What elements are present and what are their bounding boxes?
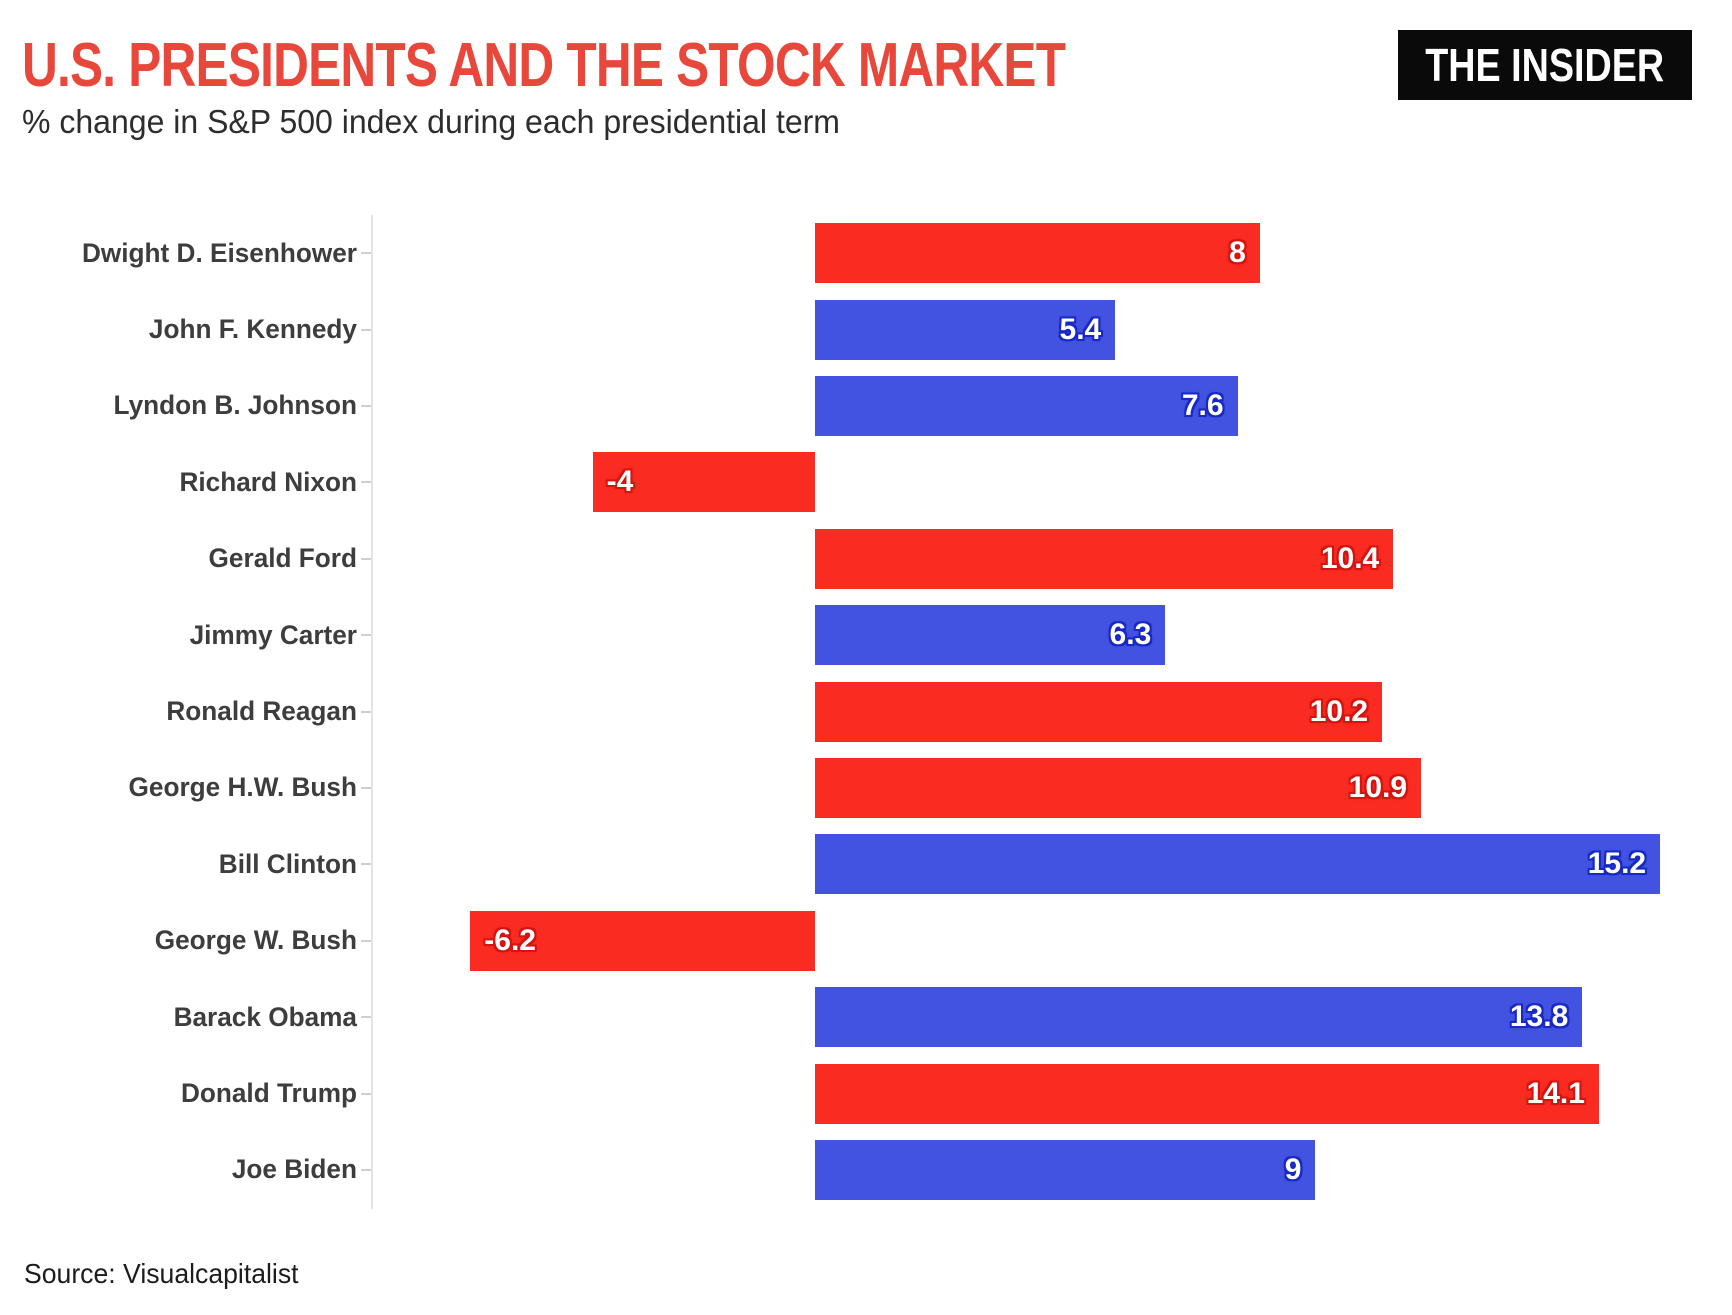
category-label: John F. Kennedy: [148, 314, 357, 345]
brand-logo-text: THE INSIDER: [1425, 39, 1665, 91]
axis-tick: [361, 328, 371, 331]
bar-value-label: 10.9: [1348, 771, 1408, 804]
bar-republican: 8: [815, 223, 1260, 284]
bar-republican: 10.2: [815, 681, 1383, 742]
category-label: Barack Obama: [173, 1001, 357, 1032]
bar-republican: -6.2: [470, 910, 815, 971]
brand-logo: THE INSIDER: [1398, 30, 1692, 100]
axis-tick: [361, 1092, 371, 1095]
bar-democrat: 7.6: [815, 376, 1238, 436]
page-title: U.S. PRESIDENTS AND THE STOCK MARKET: [22, 31, 1066, 100]
bar-value-label: 5.4: [1059, 312, 1102, 346]
axis-tick: [361, 557, 371, 560]
bar-democrat: 13.8: [815, 987, 1583, 1048]
axis-tick: [361, 939, 371, 942]
bar-democrat: 6.3: [815, 605, 1166, 666]
bar-value-label: 9: [1284, 1153, 1302, 1186]
bar-value-label: 8: [1229, 236, 1246, 270]
category-axis-line: [371, 215, 373, 1209]
axis-tick: [361, 252, 371, 255]
bar-value-label: 15.2: [1587, 847, 1647, 881]
axis-tick: [361, 1169, 371, 1171]
category-label: Gerald Ford: [208, 543, 357, 574]
bar-democrat: 9: [815, 1140, 1316, 1200]
chart-subtitle: % change in S&P 500 index during each pr…: [22, 103, 840, 140]
axis-tick: [361, 1016, 371, 1019]
category-label: George H.W. Bush: [128, 772, 357, 803]
category-label: Dwight D. Eisenhower: [81, 237, 358, 268]
bar-value-label: 14.1: [1526, 1076, 1585, 1110]
category-label: Joe Biden: [231, 1154, 357, 1185]
category-label: George W. Bush: [154, 925, 357, 956]
bar-value-label: 7.6: [1181, 389, 1224, 422]
bar-democrat: 15.2: [815, 834, 1661, 895]
source-note: Source: Visualcapitalist: [24, 1258, 299, 1289]
bar-value-label: 10.4: [1320, 541, 1380, 575]
category-label: Donald Trump: [180, 1078, 357, 1109]
bar-value-label: 6.3: [1109, 618, 1152, 652]
bar-democrat: 5.4: [815, 299, 1116, 360]
bar-value-label: 10.2: [1309, 694, 1369, 728]
bar-value-label: -6.2: [484, 923, 536, 957]
bar-value-label: -4: [606, 465, 634, 499]
axis-tick: [361, 634, 371, 637]
category-label: Ronald Reagan: [166, 696, 357, 727]
category-label: Jimmy Carter: [189, 619, 357, 650]
bar-republican: 14.1: [815, 1063, 1599, 1124]
category-label: Richard Nixon: [179, 466, 357, 497]
bar-chart: 8 5.4 7.6 -4 10.4 6.3 10.2 10.9 15.2 -6.2 13.8 14.1…: [361, 215, 1680, 1209]
axis-tick: [361, 787, 371, 789]
axis-tick: [361, 405, 371, 407]
category-label: Bill Clinton: [218, 848, 357, 879]
axis-tick: [361, 863, 371, 866]
category-label: Lyndon B. Johnson: [113, 390, 357, 421]
bar-republican: 10.9: [815, 758, 1422, 818]
bar-republican: 10.4: [815, 528, 1394, 589]
axis-tick: [361, 710, 371, 713]
bar-value-label: 13.8: [1509, 1000, 1569, 1034]
bar-republican: -4: [592, 452, 815, 513]
axis-tick: [361, 481, 371, 484]
